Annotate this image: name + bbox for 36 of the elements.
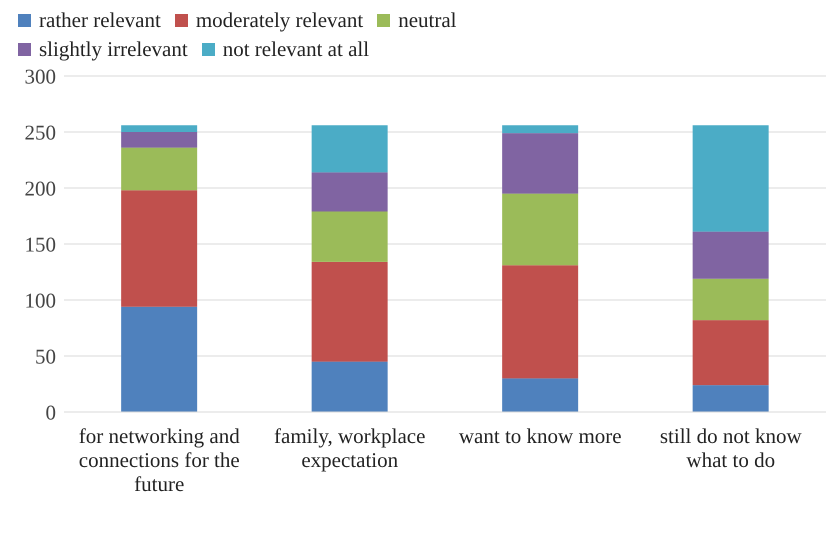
bar (121, 125, 198, 132)
y-tick-label: 150 (24, 232, 56, 256)
x-tick-label: still do not know what to do (660, 424, 802, 472)
bar (312, 172, 388, 212)
legend-label: moderately relevant (196, 8, 364, 33)
legend-label: not relevant at all (222, 37, 370, 62)
bar (692, 278, 769, 320)
bar (121, 190, 198, 307)
legend-label: slightly irrelevant (39, 37, 188, 62)
y-tick-label: 0 (46, 400, 56, 424)
x-tick-label: for networking and connections for the future (78, 424, 240, 496)
bar (312, 125, 388, 172)
x-tick-label: want to know more (458, 424, 622, 448)
y-tick-label: 50 (35, 344, 56, 368)
bar (502, 194, 578, 266)
y-tick-label: 250 (24, 120, 56, 144)
bar (692, 320, 769, 386)
bar (692, 232, 769, 279)
bar (121, 306, 198, 412)
y-tick-label: 200 (24, 176, 56, 200)
bar (312, 362, 388, 412)
legend-label: rather relevant (39, 8, 161, 33)
bar (692, 385, 769, 412)
bar (121, 132, 198, 148)
bar (312, 262, 388, 362)
y-tick-label: 300 (24, 64, 56, 88)
bar (121, 148, 198, 190)
bar (312, 212, 388, 262)
bar (502, 125, 578, 134)
bar (692, 125, 769, 232)
x-tick-label: family, workplace expectation (274, 424, 426, 472)
bar (502, 133, 578, 194)
bar (502, 265, 578, 378)
y-tick-label: 100 (24, 288, 56, 312)
legend-label: neutral (398, 8, 456, 33)
bar (502, 378, 578, 412)
